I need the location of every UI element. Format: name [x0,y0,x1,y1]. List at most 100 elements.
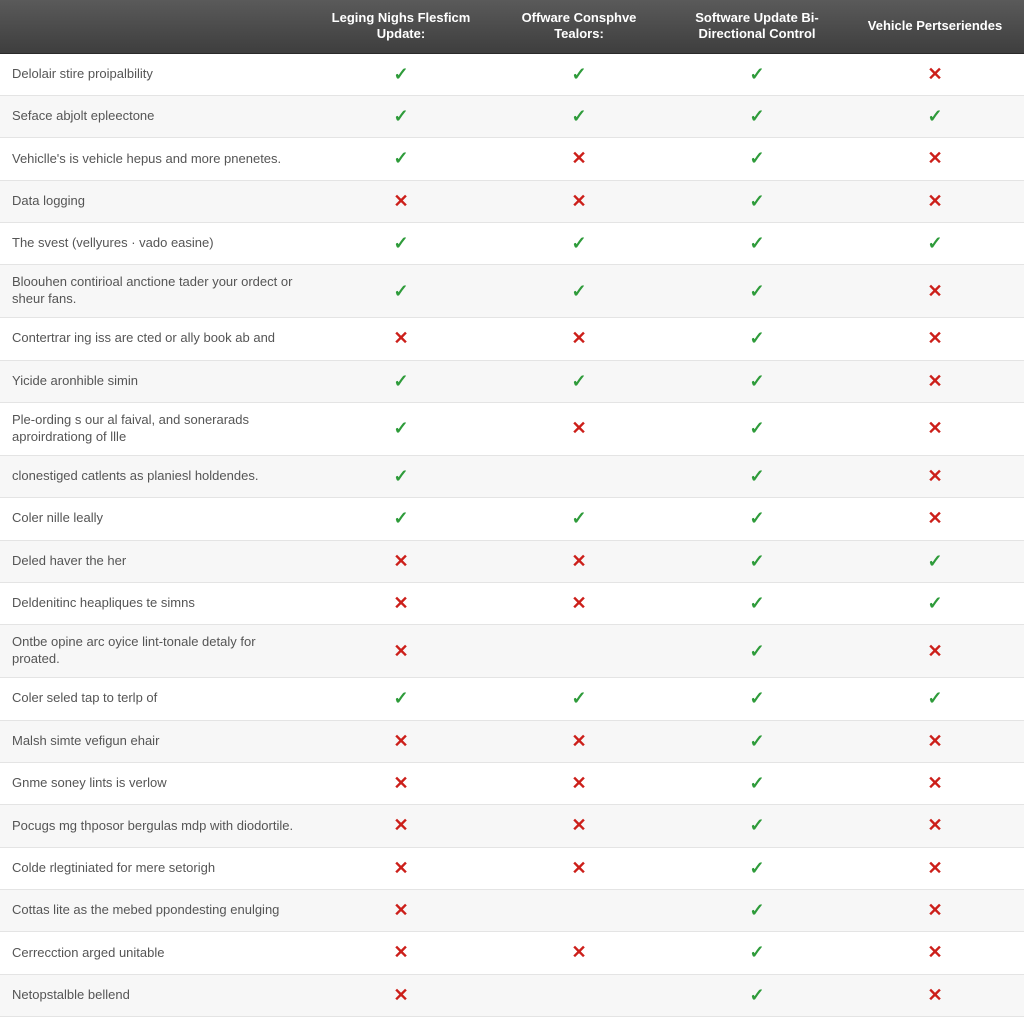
cross-icon: ✕ [312,625,490,678]
check-icon: ✓ [312,265,490,318]
check-icon: ✓ [668,625,846,678]
header-feature [0,0,312,53]
check-icon: ✓ [490,95,668,137]
cross-icon: ✕ [846,1017,1024,1024]
check-icon: ✓ [490,360,668,402]
feature-label: Malsh simte vefigun ehair [0,720,312,762]
cross-icon: ✕ [846,805,1024,847]
cross-icon: ✕ [490,932,668,974]
feature-label: Yicide aronhible simin [0,360,312,402]
check-icon: ✓ [668,403,846,456]
empty-cell [490,455,668,497]
check-icon: ✓ [668,180,846,222]
empty-cell [490,890,668,932]
check-icon: ✓ [312,138,490,180]
table-row: Coler nille leally✓✓✓✕ [0,498,1024,540]
empty-cell [490,625,668,678]
check-icon: ✓ [490,498,668,540]
check-icon: ✓ [668,720,846,762]
check-icon: ✓ [490,1017,668,1024]
feature-label: Pocugs mg thposor bergulas mdp with diod… [0,805,312,847]
check-icon: ✓ [668,582,846,624]
cross-icon: ✕ [312,582,490,624]
cross-icon: ✕ [312,932,490,974]
table-row: Ple-ording s our al faival, and sonerara… [0,403,1024,456]
cross-icon: ✕ [312,762,490,804]
cross-icon: ✕ [846,498,1024,540]
cross-icon: ✕ [490,805,668,847]
feature-label: Cerrecction arged unitable [0,932,312,974]
feature-label: Deldenitinc heapliques te simns [0,582,312,624]
header-col-1: Leging Nighs Flesficm Update: [312,0,490,53]
check-icon: ✓ [668,318,846,360]
cross-icon: ✕ [490,720,668,762]
check-icon: ✓ [312,678,490,720]
header-col-4: Vehicle Pertseriendes [846,0,1024,53]
check-icon: ✓ [312,455,490,497]
table-body: Delolair stire proipalbility✓✓✓✕Seface a… [0,53,1024,1024]
table-row: Coles ionms ilt asle agocersues and arro… [0,1017,1024,1024]
check-icon: ✓ [668,890,846,932]
table-row: Data logging✕✕✓✕ [0,180,1024,222]
cross-icon: ✕ [846,720,1024,762]
check-icon: ✓ [846,678,1024,720]
check-icon: ✓ [668,805,846,847]
cross-icon: ✕ [312,720,490,762]
check-icon: ✓ [668,53,846,95]
check-icon: ✓ [668,678,846,720]
check-icon: ✓ [668,540,846,582]
table-row: Cerrecction arged unitable✕✕✓✕ [0,932,1024,974]
check-icon: ✓ [668,95,846,137]
feature-label: Delolair stire proipalbility [0,53,312,95]
table-row: Colde rlegtiniated for mere setorigh✕✕✓✕ [0,847,1024,889]
check-icon: ✓ [668,265,846,318]
table-row: Delolair stire proipalbility✓✓✓✕ [0,53,1024,95]
table-row: Contertrar ing iss are cted or ally book… [0,318,1024,360]
cross-icon: ✕ [846,138,1024,180]
check-icon: ✓ [668,138,846,180]
check-icon: ✓ [312,360,490,402]
table-row: Netopstalble bellend✕✓✕ [0,974,1024,1016]
header-col-2: Offware Consphve Tealors: [490,0,668,53]
cross-icon: ✕ [490,847,668,889]
check-icon: ✓ [668,455,846,497]
feature-label: Coles ionms ilt asle agocersues and arro… [0,1017,312,1024]
feature-label: Coler seled tap to terlp of [0,678,312,720]
check-icon: ✓ [490,53,668,95]
cross-icon: ✕ [490,180,668,222]
table-row: Ontbe opine arc oyice lint-tonale detaly… [0,625,1024,678]
cross-icon: ✕ [846,625,1024,678]
cross-icon: ✕ [312,540,490,582]
cross-icon: ✕ [846,180,1024,222]
cross-icon: ✕ [490,318,668,360]
feature-label: Gnme soney lints is verlow [0,762,312,804]
check-icon: ✓ [668,1017,846,1024]
feature-label: Cottas lite as the mebed ppondesting enu… [0,890,312,932]
check-icon: ✓ [846,223,1024,265]
table-row: Yicide aronhible simin✓✓✓✕ [0,360,1024,402]
check-icon: ✓ [312,403,490,456]
feature-label: Vehiclle's is vehicle hepus and more pne… [0,138,312,180]
cross-icon: ✕ [846,403,1024,456]
check-icon: ✓ [312,53,490,95]
cross-icon: ✕ [490,138,668,180]
check-icon: ✓ [668,974,846,1016]
check-icon: ✓ [668,847,846,889]
table-row: Seface abjolt epleectone✓✓✓✓ [0,95,1024,137]
table-row: Vehiclle's is vehicle hepus and more pne… [0,138,1024,180]
cross-icon: ✕ [846,932,1024,974]
cross-icon: ✕ [312,974,490,1016]
cross-icon: ✕ [312,805,490,847]
check-icon: ✓ [846,95,1024,137]
cross-icon: ✕ [490,762,668,804]
table-row: Bloouhen contirioal anctione tader your … [0,265,1024,318]
feature-label: Colde rlegtiniated for mere setorigh [0,847,312,889]
feature-label: Coler nille leally [0,498,312,540]
check-icon: ✓ [668,932,846,974]
feature-label: Contertrar ing iss are cted or ally book… [0,318,312,360]
cross-icon: ✕ [846,265,1024,318]
check-icon: ✓ [846,540,1024,582]
cross-icon: ✕ [312,847,490,889]
cross-icon: ✕ [312,318,490,360]
table-row: Gnme soney lints is verlow✕✕✓✕ [0,762,1024,804]
